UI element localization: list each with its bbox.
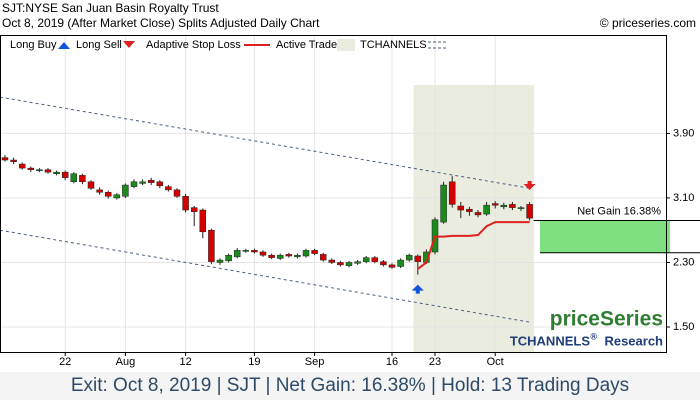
candle-body bbox=[311, 250, 318, 254]
gain-box bbox=[540, 220, 670, 253]
candle-body bbox=[362, 257, 370, 262]
candle-body bbox=[61, 171, 69, 179]
legend-label: Active Trade bbox=[276, 39, 337, 51]
legend-buy bbox=[58, 42, 70, 49]
candle-body bbox=[1, 157, 9, 161]
candle-body bbox=[466, 208, 473, 212]
candle-body bbox=[302, 250, 310, 257]
legend-label: TCHANNELS bbox=[360, 39, 427, 51]
candle-body bbox=[70, 173, 78, 183]
candle-body bbox=[448, 181, 456, 205]
brand-sub: TCHANNELS bbox=[510, 333, 590, 348]
candle-body bbox=[130, 181, 138, 187]
candle-body bbox=[483, 204, 490, 215]
candle-body bbox=[139, 181, 146, 184]
candle-body bbox=[96, 189, 103, 193]
plot-border bbox=[0, 35, 667, 353]
x-tick-label: 22 bbox=[59, 356, 71, 368]
candle-body bbox=[122, 184, 129, 197]
candle-body bbox=[337, 262, 344, 266]
x-tick-label: 16 bbox=[386, 356, 398, 368]
candle-body bbox=[500, 204, 508, 208]
candle-body bbox=[509, 204, 516, 208]
candle-body bbox=[397, 259, 404, 267]
x-tick-label: 19 bbox=[248, 356, 260, 368]
chart-title: SJT:NYSE San Juan Basin Royalty Trust bbox=[2, 1, 219, 15]
y-tick-label: 1.50 bbox=[673, 321, 694, 333]
candle-body bbox=[156, 181, 164, 187]
candle-body bbox=[380, 261, 387, 266]
legend-sell bbox=[123, 41, 135, 48]
candle-body bbox=[10, 159, 17, 162]
candle-body bbox=[457, 205, 465, 211]
candle-body bbox=[173, 189, 181, 197]
brand: priceSeries bbox=[550, 308, 663, 331]
candle-body bbox=[216, 259, 224, 263]
candle-body bbox=[517, 207, 525, 209]
candle-body bbox=[491, 203, 499, 206]
candle-body bbox=[36, 169, 43, 171]
candle-body bbox=[251, 250, 258, 253]
gain-label: Net Gain 16.38% bbox=[577, 205, 661, 217]
candle-body bbox=[165, 186, 172, 191]
footer-band bbox=[0, 372, 700, 400]
stop-loss-line bbox=[417, 221, 530, 270]
footer: Exit: Oct 8, 2019 | SJT | Net Gain: 16.3… bbox=[71, 375, 629, 396]
chart-subtitle: Oct 8, 2019 (After Market Close) Splits … bbox=[2, 16, 320, 30]
brand-sub-tail: Research bbox=[604, 333, 663, 348]
y-tick-label: 3.10 bbox=[673, 192, 694, 204]
candle-body bbox=[79, 175, 86, 183]
brand-reg: ® bbox=[590, 331, 597, 341]
y-tick-label: 3.90 bbox=[673, 127, 694, 139]
copyright: © priceseries.com bbox=[600, 16, 696, 30]
candle-body bbox=[190, 207, 198, 212]
candle-body bbox=[526, 204, 533, 219]
candle-body bbox=[414, 255, 422, 262]
candle-body bbox=[371, 257, 379, 262]
plot: 1.50 2.30 3.10 3.90 22 Aug 12 19 Sep 16 23 Oct Net G… bbox=[0, 35, 700, 368]
candle-body bbox=[405, 254, 413, 261]
x-tick-label: 23 bbox=[429, 356, 441, 368]
y-tick-label: 2.30 bbox=[673, 256, 694, 268]
x-tick-label: 12 bbox=[179, 356, 191, 368]
candle-body bbox=[242, 250, 250, 252]
candle-body bbox=[104, 192, 112, 197]
candle-body bbox=[27, 167, 35, 170]
candle-body bbox=[199, 209, 207, 233]
candle-body bbox=[208, 229, 215, 262]
legend-label: Long Buy bbox=[10, 39, 57, 51]
candle-body bbox=[354, 261, 361, 264]
candle-body bbox=[276, 254, 284, 259]
legend-trade bbox=[337, 39, 355, 51]
candle-body bbox=[53, 171, 60, 174]
candle-body bbox=[474, 212, 482, 216]
candle-body bbox=[388, 264, 396, 268]
x-tick-label: Sep bbox=[305, 356, 325, 368]
legend-label: Adaptive Stop Loss bbox=[146, 39, 241, 51]
x-tick-label: Aug bbox=[116, 356, 136, 368]
candle-body bbox=[440, 184, 447, 223]
candle-body bbox=[225, 254, 232, 262]
candle-body bbox=[44, 169, 52, 173]
candle-body bbox=[268, 254, 275, 258]
x-tick-label: Oct bbox=[487, 356, 504, 368]
candle-body bbox=[147, 179, 155, 183]
legend-label: Long Sell bbox=[76, 39, 122, 51]
candle-body bbox=[233, 250, 241, 258]
candle-body bbox=[294, 254, 301, 258]
buy-arrow bbox=[411, 284, 424, 294]
candle-body bbox=[87, 181, 95, 189]
candle-body bbox=[182, 196, 189, 211]
candle-body bbox=[345, 262, 353, 266]
candle-body bbox=[18, 163, 26, 169]
candle-body bbox=[113, 194, 121, 199]
candle-body bbox=[328, 259, 336, 263]
candle-body bbox=[259, 251, 267, 256]
candle-body bbox=[285, 254, 293, 257]
candle-body bbox=[319, 254, 327, 261]
active-trade-region bbox=[413, 85, 534, 352]
sell-arrow bbox=[523, 180, 536, 190]
